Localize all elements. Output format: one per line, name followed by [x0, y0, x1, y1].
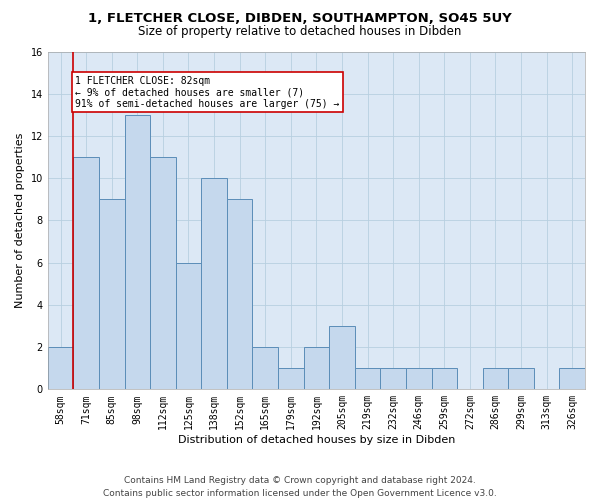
Bar [201, 178, 227, 390]
Bar [176, 262, 201, 390]
Bar [559, 368, 585, 390]
Y-axis label: Number of detached properties: Number of detached properties [15, 132, 25, 308]
Bar [227, 200, 253, 390]
Bar [380, 368, 406, 390]
Bar [482, 368, 508, 390]
Bar [150, 157, 176, 390]
Text: Contains HM Land Registry data © Crown copyright and database right 2024.
Contai: Contains HM Land Registry data © Crown c… [103, 476, 497, 498]
Text: Size of property relative to detached houses in Dibden: Size of property relative to detached ho… [139, 25, 461, 38]
Text: 1, FLETCHER CLOSE, DIBDEN, SOUTHAMPTON, SO45 5UY: 1, FLETCHER CLOSE, DIBDEN, SOUTHAMPTON, … [88, 12, 512, 26]
Bar [406, 368, 431, 390]
Bar [508, 368, 534, 390]
X-axis label: Distribution of detached houses by size in Dibden: Distribution of detached houses by size … [178, 435, 455, 445]
Bar [355, 368, 380, 390]
Bar [278, 368, 304, 390]
Bar [253, 347, 278, 390]
Bar [99, 200, 125, 390]
Text: 1 FLETCHER CLOSE: 82sqm
← 9% of detached houses are smaller (7)
91% of semi-deta: 1 FLETCHER CLOSE: 82sqm ← 9% of detached… [76, 76, 340, 109]
Bar [48, 347, 73, 390]
Bar [73, 157, 99, 390]
Bar [304, 347, 329, 390]
Bar [329, 326, 355, 390]
Bar [431, 368, 457, 390]
Bar [125, 115, 150, 390]
